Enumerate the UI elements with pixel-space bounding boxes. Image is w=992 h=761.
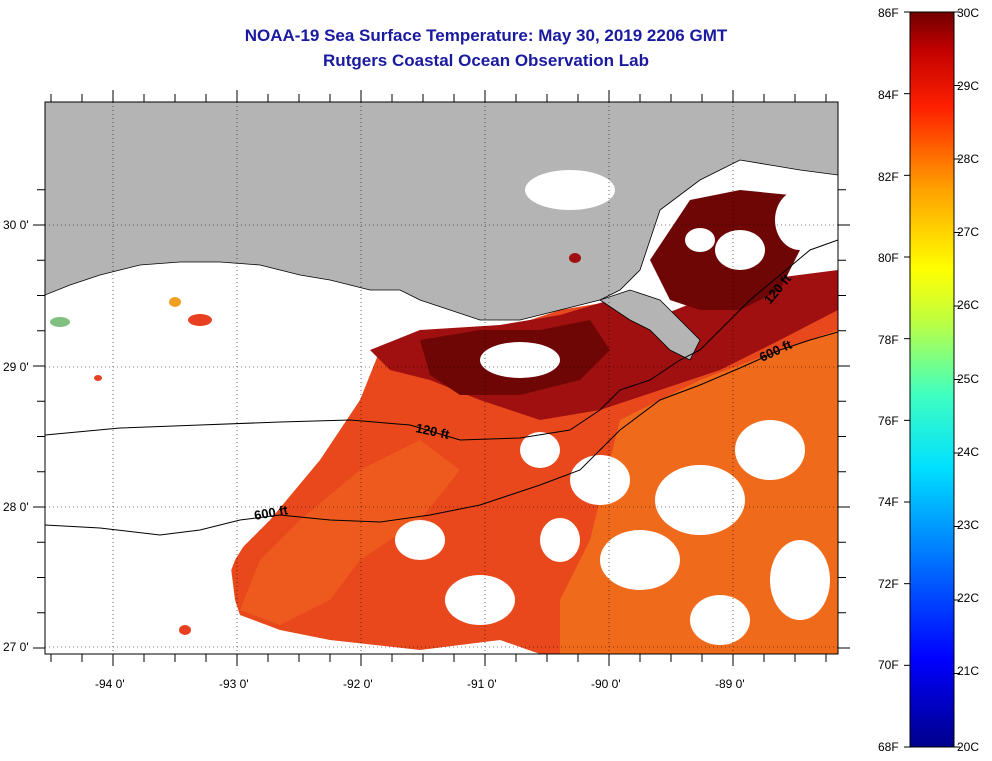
colorbar-label-c: 22C — [957, 591, 980, 605]
colorbar-label-c: 26C — [957, 298, 980, 312]
colorbar-label-c: 30C — [957, 6, 980, 20]
colorbar-label-f: 80F — [878, 251, 899, 265]
cloud-mask — [45, 170, 830, 654]
sst-field-midwarm — [240, 440, 460, 625]
colorbar-label-c: 28C — [957, 152, 980, 166]
colorbar-label-c: 21C — [957, 664, 980, 678]
lat-label: 28 0' — [3, 500, 29, 514]
map-title: NOAA-19 Sea Surface Temperature: May 30,… — [244, 26, 728, 45]
colorbar-label-c: 23C — [957, 518, 980, 532]
colorbar-label-f: 76F — [878, 414, 899, 428]
lat-label: 29 0' — [3, 360, 29, 374]
map-subtitle: Rutgers Coastal Ocean Observation Lab — [323, 51, 649, 70]
colorbar — [909, 11, 955, 748]
colorbar-label-c: 27C — [957, 225, 980, 239]
colorbar-label-f: 82F — [878, 170, 899, 184]
colorbar-label-c: 20C — [957, 740, 980, 754]
lon-label: -91 0' — [467, 677, 497, 691]
colorbar-label-c: 29C — [957, 79, 980, 93]
colorbar-label-c: 25C — [957, 372, 980, 386]
colorbar-label-f: 78F — [878, 333, 899, 347]
contour-label-600-west: 600 ft — [253, 502, 290, 523]
lon-label: -89 0' — [715, 677, 745, 691]
colorbar-label-f: 72F — [878, 577, 899, 591]
lon-label: -93 0' — [219, 677, 249, 691]
lat-label: 27 0' — [3, 640, 29, 654]
lat-label: 30 0' — [3, 218, 29, 232]
colorbar-ticks — [904, 11, 960, 748]
map-frame — [44, 101, 839, 655]
lon-label: -94 0' — [95, 677, 125, 691]
land-mass — [45, 102, 838, 321]
contour-label-120-west: 120 ft — [414, 420, 451, 442]
colorbar-label-f: 68F — [878, 740, 899, 754]
map-panel: 120 ft 600 ft 120 ft 600 ft — [45, 102, 838, 654]
colorbar-label-f: 86F — [878, 6, 899, 20]
colorbar-label-c: 24C — [957, 445, 980, 459]
graticule — [45, 102, 838, 654]
frame-ticks — [33, 90, 850, 666]
colorbar-label-f: 74F — [878, 495, 899, 509]
bathymetry-contours — [45, 239, 838, 536]
lon-label: -90 0' — [591, 677, 621, 691]
land-delta — [599, 289, 701, 361]
colorbar-label-f: 84F — [878, 88, 899, 102]
lon-label: -92 0' — [343, 677, 373, 691]
colorbar-label-f: 70F — [878, 658, 899, 672]
